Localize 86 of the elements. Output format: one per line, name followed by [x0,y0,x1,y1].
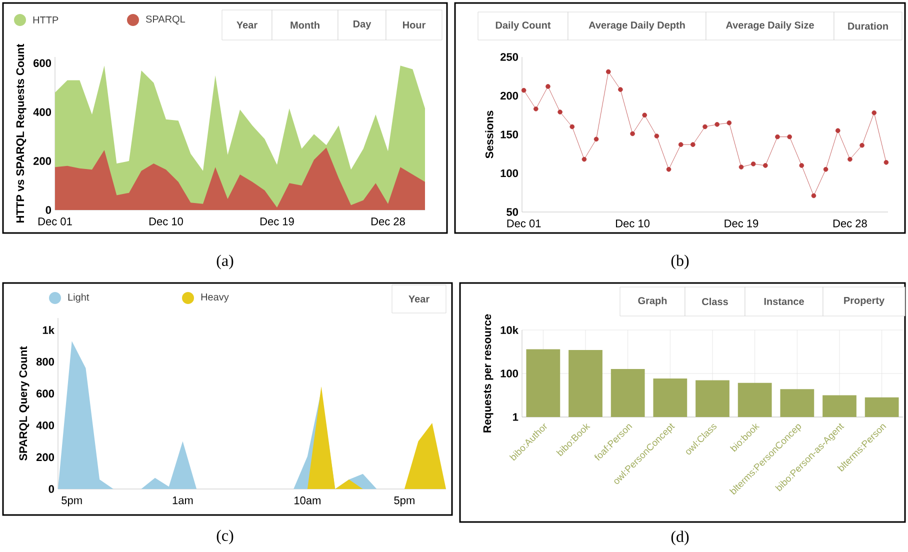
y-tick-label: 1k [42,326,54,334]
text: Year [408,296,430,302]
x-tick-label: Dec 19 [724,220,758,228]
y-axis-title: Requests per resource [483,314,494,432]
y-tick-label: 400 [33,108,52,116]
point [775,134,780,140]
text: Duration [848,22,888,30]
x-tick-label: Dec 10 [149,218,183,226]
x-tick-label: 10am [294,496,320,504]
point [726,120,732,126]
point [811,193,816,198]
text: Hour [403,22,426,28]
y-tick-label: 1 [513,413,518,421]
point [738,164,744,170]
point [533,106,538,112]
y-tick-label: 800 [36,358,54,366]
point [763,163,768,168]
point [666,166,672,172]
text: (a) [216,254,234,270]
y-tick-label: 0 [46,206,52,214]
legend-label: HTTP [33,16,58,24]
y-tick-label: 600 [34,59,52,68]
text: Property [844,297,885,306]
point [714,122,720,127]
y-axis-title: Sessions [485,110,494,158]
text: Graph [638,296,667,306]
point [872,110,877,116]
point [702,124,708,130]
x-tick-label: Dec 28 [833,220,867,228]
point [606,69,611,74]
point [848,156,852,162]
text: Year [236,22,258,28]
point [521,88,526,93]
x-tick-label: Dec 19 [260,218,294,226]
point [618,87,623,92]
text: (c) [216,530,234,544]
legend-label: Light [68,293,90,303]
y-tick-label: 10k [500,326,518,334]
x-tick-label: Dec 28 [371,218,405,226]
point [654,134,660,138]
y-tick-label: 100 [500,169,518,178]
point [678,142,684,147]
legend-label: Heavy [201,294,229,302]
text: (b) [671,254,689,270]
y-tick-label: 600 [36,390,54,398]
y-axis-title: SPARQL Query Count [19,346,30,461]
point [570,124,575,130]
x-tick-label: 1am [172,496,193,504]
point [690,142,696,147]
x-tick-label: Dec 10 [616,220,650,228]
y-tick-label: 200 [500,92,518,100]
point [787,134,792,140]
point [546,84,550,89]
point [582,156,587,162]
text: Day [354,20,372,30]
text: (d) [671,530,689,546]
text: Daily Count [496,21,551,31]
text: Class [702,298,728,306]
text: Instance [764,298,804,305]
text: Average Daily Depth [588,21,685,31]
text: Month [290,21,320,29]
x-tick-label: 5pm [62,496,82,506]
y-tick-label: 200 [36,453,54,462]
y-tick-label: 0 [48,485,54,493]
point [642,112,648,118]
y-tick-label: 200 [33,157,52,165]
y-tick-label: 50 [506,208,518,216]
point [594,136,599,142]
x-tick-label: Dec 01 [507,220,541,228]
point [799,163,804,168]
y-tick-label: 100 [500,370,518,378]
y-tick-label: 150 [500,130,518,138]
point [630,131,635,136]
y-tick-label: 400 [36,421,54,430]
y-axis-title: HTTP vs SPARQL Requests Count [16,44,26,222]
text: Average Daily Size [726,21,814,31]
point [750,162,756,166]
point [835,128,840,134]
y-tick-label: 250 [500,53,518,61]
point [558,110,562,114]
point [860,142,864,148]
point [884,160,889,165]
legend-label: SPARQL [146,16,186,24]
x-tick-label: Dec 01 [38,218,72,226]
x-tick-label: 5pm [394,496,414,506]
point [823,166,828,172]
